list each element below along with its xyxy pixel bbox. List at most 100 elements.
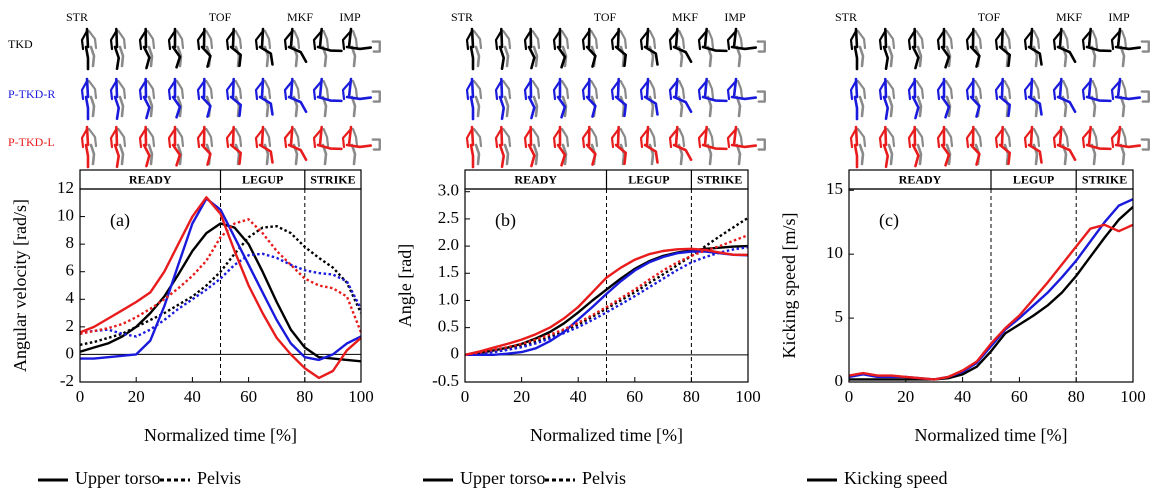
stick-limb <box>668 127 679 149</box>
stick-limb <box>474 45 481 68</box>
panel-tag: (c) <box>879 210 899 231</box>
stick-limb <box>1091 127 1099 148</box>
stick-limb <box>200 95 212 118</box>
stick-limb <box>936 127 946 149</box>
stick-limb <box>643 95 659 116</box>
stick-limb <box>283 79 294 101</box>
stick-limb <box>1027 45 1043 66</box>
stick-limb <box>998 143 1012 166</box>
stick-limb <box>730 95 758 101</box>
stick-limb <box>648 79 657 100</box>
stick-limb <box>113 45 120 71</box>
stick-limb <box>341 79 353 101</box>
phase-label: LEGUP <box>1013 172 1054 186</box>
stick-limb <box>1052 127 1063 149</box>
stick-limb <box>639 127 650 149</box>
stick-limb <box>610 79 620 101</box>
stick-limb <box>531 127 541 148</box>
x-axis-label: Normalized time [%] <box>915 425 1068 445</box>
stick-limb <box>345 143 373 149</box>
stick-limb <box>998 45 1012 68</box>
stick-limb <box>1003 79 1012 100</box>
stick-limb <box>1062 29 1070 50</box>
stick-limb <box>80 127 89 149</box>
stick-limb <box>1052 79 1063 101</box>
stick-limb <box>726 79 738 101</box>
stick-limb <box>560 29 570 50</box>
stick-limb <box>142 143 151 168</box>
stick-limb <box>585 45 597 68</box>
stick-limb <box>907 127 916 149</box>
stick-limb <box>1120 79 1128 100</box>
stick-limb <box>147 45 154 68</box>
stick-limb <box>1119 45 1126 68</box>
stick-limb <box>87 29 98 50</box>
stick-limb <box>911 95 920 120</box>
stick-limb <box>138 79 147 101</box>
stick-limb <box>225 29 235 51</box>
stick-limb <box>167 127 177 149</box>
stick-limb <box>1032 29 1041 50</box>
stick-limb <box>171 45 182 69</box>
event-label: TOF <box>978 10 1001 24</box>
stick-limb <box>196 79 206 101</box>
stick-limb <box>293 127 301 148</box>
series-group <box>465 216 748 356</box>
stick-limb <box>1003 29 1012 50</box>
stick-limb <box>322 29 330 50</box>
stick-limb <box>84 45 90 71</box>
stick-limb <box>707 79 715 100</box>
stick-limb <box>969 45 981 68</box>
stick-limb <box>205 79 214 100</box>
stick-limb <box>882 45 889 71</box>
stick-limb <box>205 29 214 50</box>
stick-limb <box>1140 40 1150 53</box>
stick-limb <box>887 45 894 68</box>
stick-limb <box>969 143 981 166</box>
stick-limb <box>176 143 183 166</box>
y-tick-label: 3.0 <box>438 181 459 200</box>
stick-limb <box>225 127 235 149</box>
stick-limb <box>994 127 1004 149</box>
stick-limb <box>1027 143 1043 164</box>
y-axis-label: Angular velocity [rad/s] <box>10 199 30 372</box>
x-tick-label: 100 <box>735 387 761 406</box>
stick-limb <box>1110 127 1122 149</box>
stick-limb <box>1003 127 1012 148</box>
stick-limb <box>147 143 154 166</box>
stick-limb <box>138 127 147 149</box>
x-axis-label: Normalized time [%] <box>144 425 297 445</box>
phase-label: LEGUP <box>242 172 283 186</box>
stick-limb <box>878 127 887 149</box>
y-tick-label: 12 <box>57 178 74 197</box>
stick-limb <box>858 95 865 118</box>
stick-limb <box>887 143 894 166</box>
stick-limb <box>915 29 925 50</box>
stick-limb <box>944 29 954 50</box>
stick-limb <box>147 95 154 118</box>
x-tick-label: 0 <box>845 387 854 406</box>
data-line <box>80 252 361 338</box>
stick-limb <box>532 143 539 166</box>
stick-limb <box>138 29 147 51</box>
stick-limb <box>142 95 151 120</box>
stick-limb <box>697 29 708 51</box>
stick-limb <box>531 79 541 100</box>
stick-limb <box>619 95 626 118</box>
stick-limb <box>678 127 686 148</box>
stick-limb <box>527 95 536 120</box>
stick-limb <box>502 79 512 100</box>
stick-limb <box>87 127 98 148</box>
stick-limb <box>614 45 628 68</box>
stick-limb <box>1056 45 1077 64</box>
stick-limb <box>80 79 89 101</box>
stick-limb <box>171 143 182 167</box>
stick-limb <box>1003 45 1010 68</box>
stick-limb <box>886 127 896 148</box>
stick-limb <box>856 79 867 100</box>
stick-limb <box>974 127 983 148</box>
stick-limb <box>581 29 591 51</box>
stick-limb <box>351 29 359 50</box>
stick-limb <box>469 95 475 121</box>
x-tick-label: 40 <box>570 387 587 406</box>
